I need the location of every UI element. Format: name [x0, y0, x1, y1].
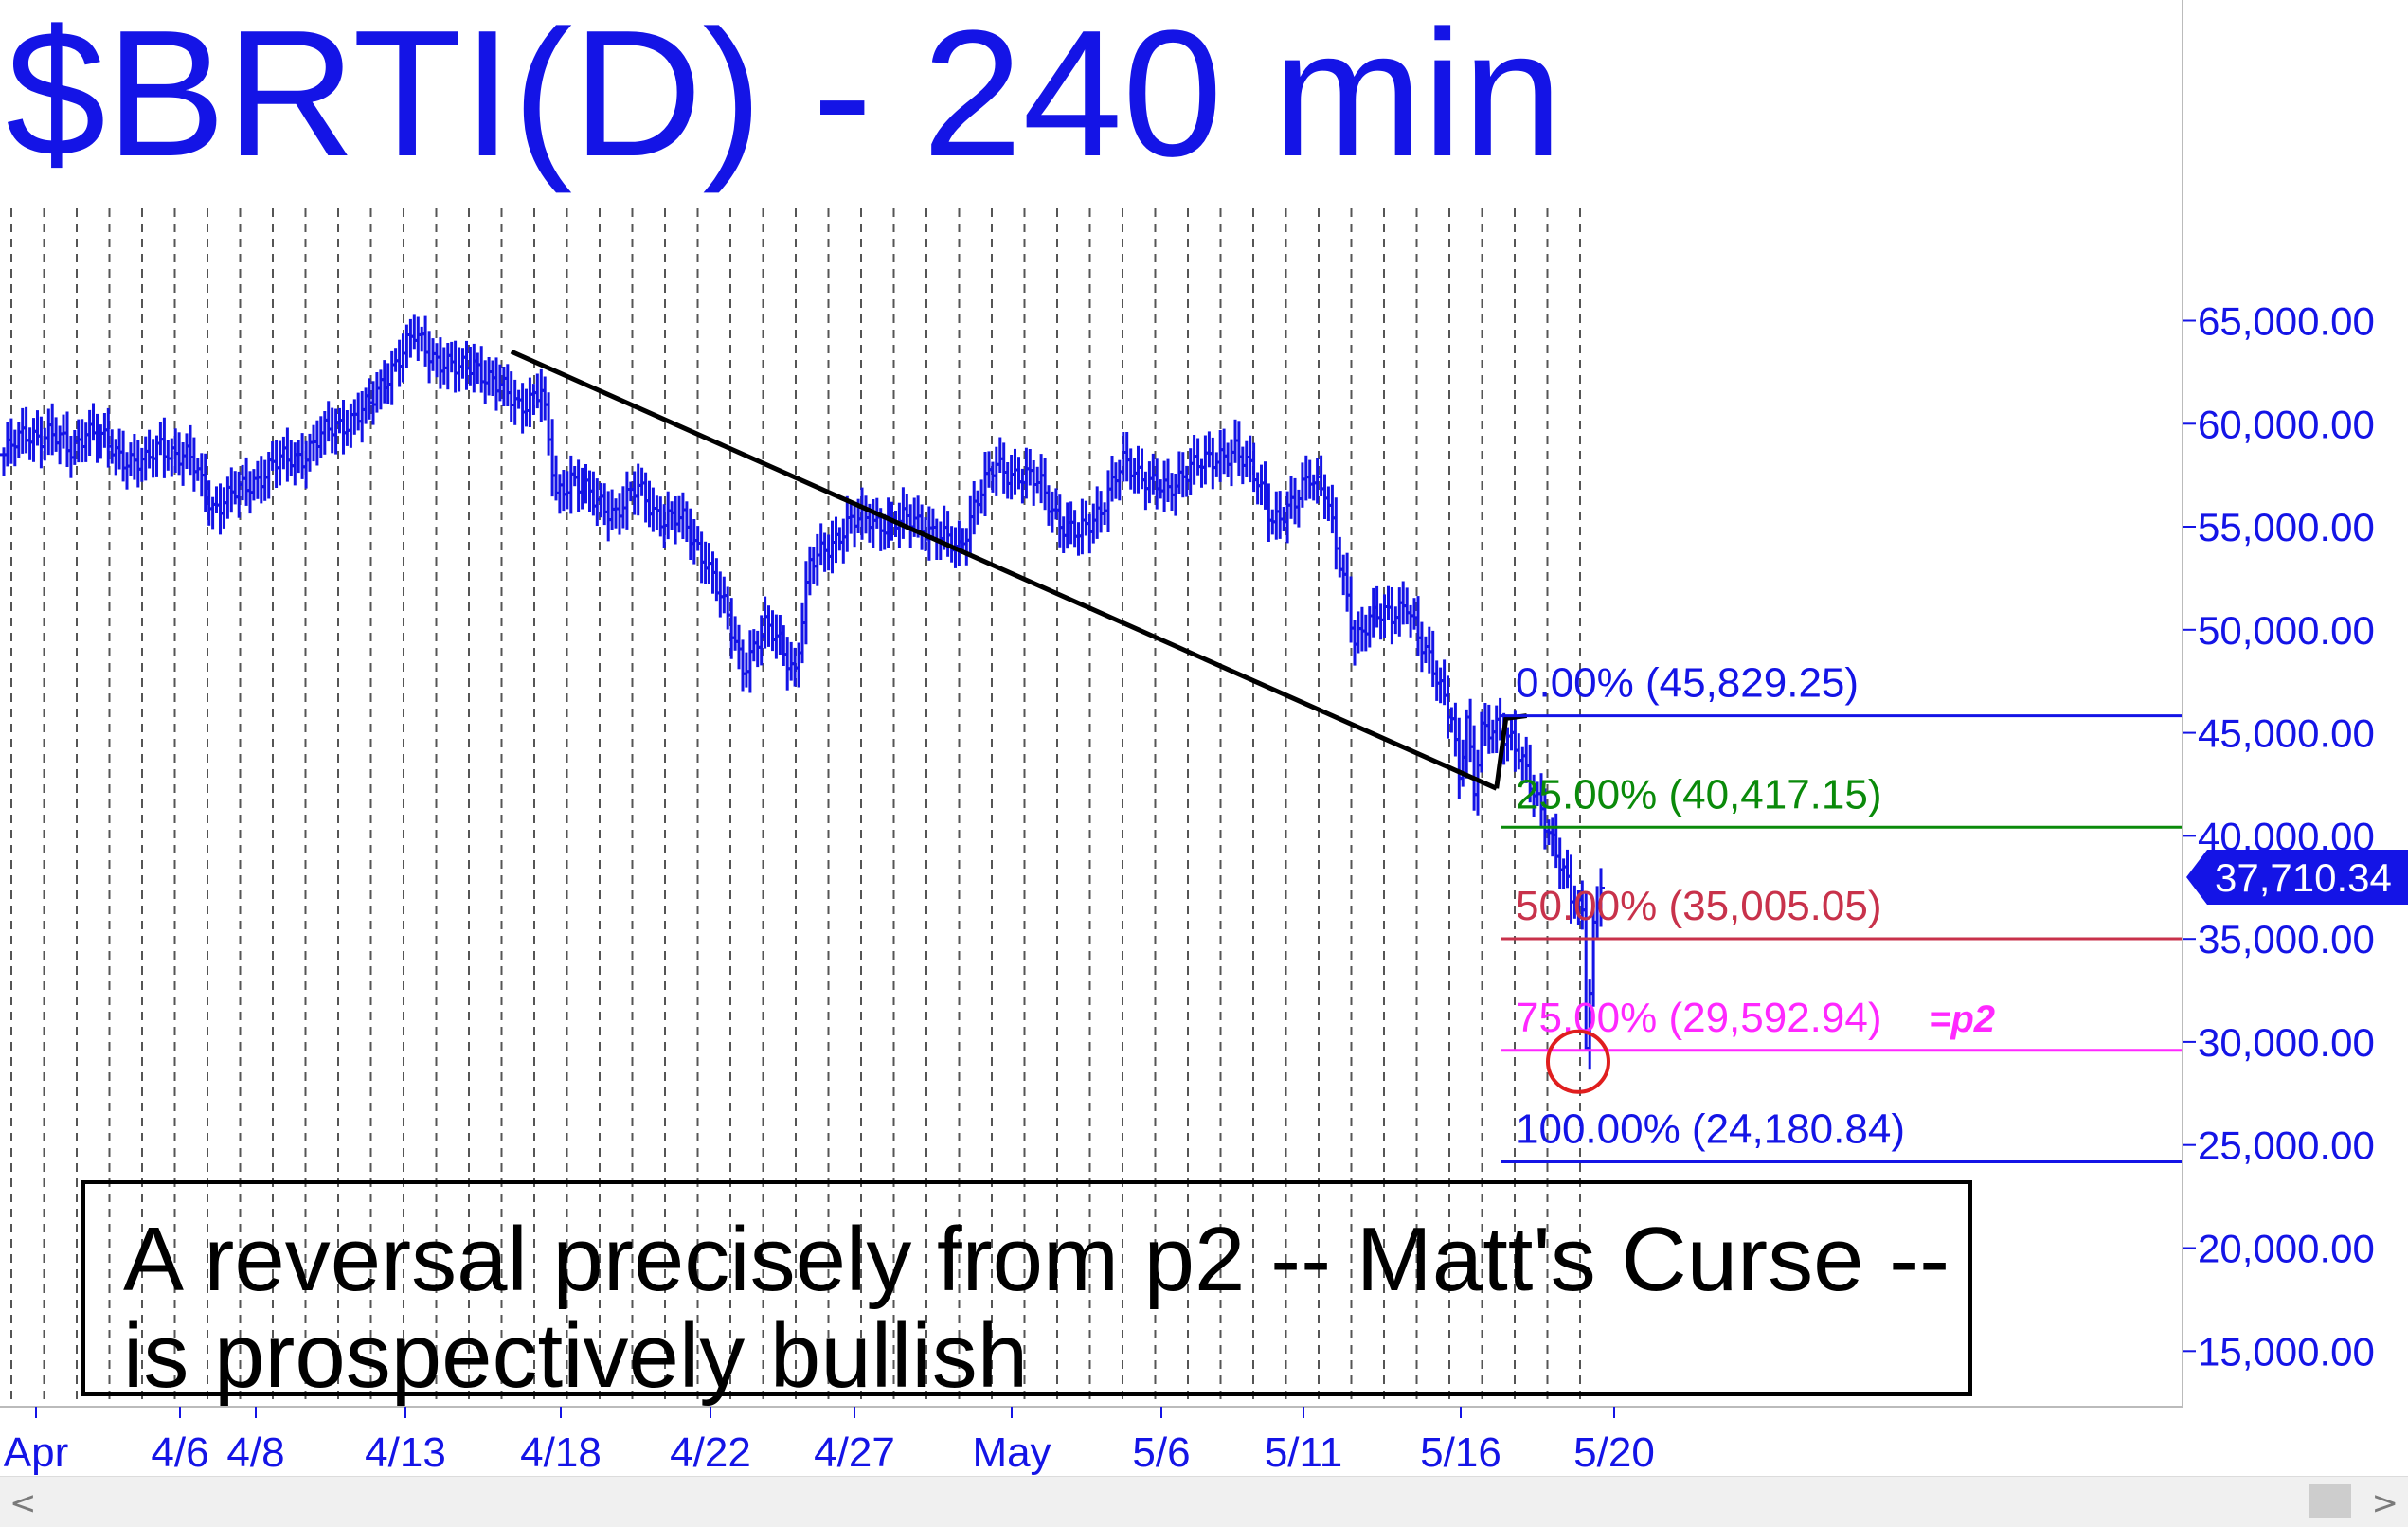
annotation-box: A reversal precisely from p2 -- Matt's C… [81, 1180, 1972, 1402]
annotation-line-2: is prospectively bullish [123, 1305, 1029, 1407]
scroll-left-icon[interactable]: < [9, 1484, 37, 1522]
y-tick-label-1: 60,000.00 [2198, 402, 2375, 446]
y-axis: 65,000.00 60,000.00 55,000.00 50,000.00 45,0… [2182, 0, 2375, 1407]
y-tick-label-10: 15,000.00 [2198, 1329, 2375, 1374]
fib-label-0: 0.00% (45,829.25) [1516, 660, 1859, 707]
x-tick-label-5: 4/22 [670, 1429, 751, 1476]
fib-label-2: 50.00% (35,005.05) [1516, 883, 1882, 929]
x-tick-label-7: May [972, 1429, 1051, 1476]
fib-label-4: 100.00% (24,180.84) [1516, 1106, 1905, 1153]
x-tick-label-11: 5/20 [1573, 1429, 1655, 1476]
horizontal-scrollbar[interactable]: < > [0, 1476, 2408, 1527]
x-tick-label-1: 4/6 [151, 1429, 208, 1476]
y-tick-label-8: 25,000.00 [2198, 1123, 2375, 1168]
reversal-circle [1546, 1029, 1610, 1094]
x-tick-label-10: 5/16 [1420, 1429, 1501, 1476]
x-axis: Apr 4/6 4/8 4/13 4/18 4/22 4/27 May 5/6 5/11 5/16 5… [0, 1406, 2183, 1476]
fibonacci-levels: 0.00% (45,829.25) 25.00% (40,417.15) 50.00… [1501, 660, 2183, 1163]
last-price-label: 37,710.34 [2215, 855, 2392, 900]
annotation-line-1: A reversal precisely from p2 -- Matt's C… [123, 1209, 1950, 1310]
ohlc-bars [0, 314, 1605, 1070]
x-tick-label-2: 4/8 [226, 1429, 284, 1476]
trendline [510, 349, 1498, 791]
y-tick-label-7: 30,000.00 [2198, 1020, 2375, 1065]
x-tick-label-8: 5/6 [1132, 1429, 1190, 1476]
y-tick-label-4: 45,000.00 [2198, 711, 2375, 756]
x-tick-label-4: 4/18 [520, 1429, 602, 1476]
fib-label-1: 25.00% (40,417.15) [1516, 771, 1882, 817]
last-price-tag-shape [2186, 850, 2408, 905]
y-tick-label-0: 65,000.00 [2198, 299, 2375, 344]
chart-title: $BRTI(D) - 240 min [6, 0, 1563, 194]
y-tick-label-3: 50,000.00 [2198, 608, 2375, 653]
trendline-group [510, 349, 1528, 791]
fib-suffix-p2: =p2 [1929, 998, 1995, 1040]
x-tick-label-0: Apr [4, 1429, 68, 1476]
y-tick-label-2: 55,000.00 [2198, 505, 2375, 549]
y-tick-label-6: 35,000.00 [2198, 917, 2375, 961]
x-tick-label-3: 4/13 [365, 1429, 446, 1476]
scroll-thumb[interactable] [2309, 1484, 2351, 1518]
vertical-grid-lines [10, 208, 1581, 1407]
x-tick-label-6: 4/27 [814, 1429, 895, 1476]
scroll-right-icon[interactable]: > [2371, 1484, 2399, 1522]
last-price-tag: 37,710.34 [2186, 850, 2408, 905]
x-tick-label-9: 5/11 [1265, 1429, 1342, 1476]
y-tick-label-9: 20,000.00 [2198, 1227, 2375, 1271]
